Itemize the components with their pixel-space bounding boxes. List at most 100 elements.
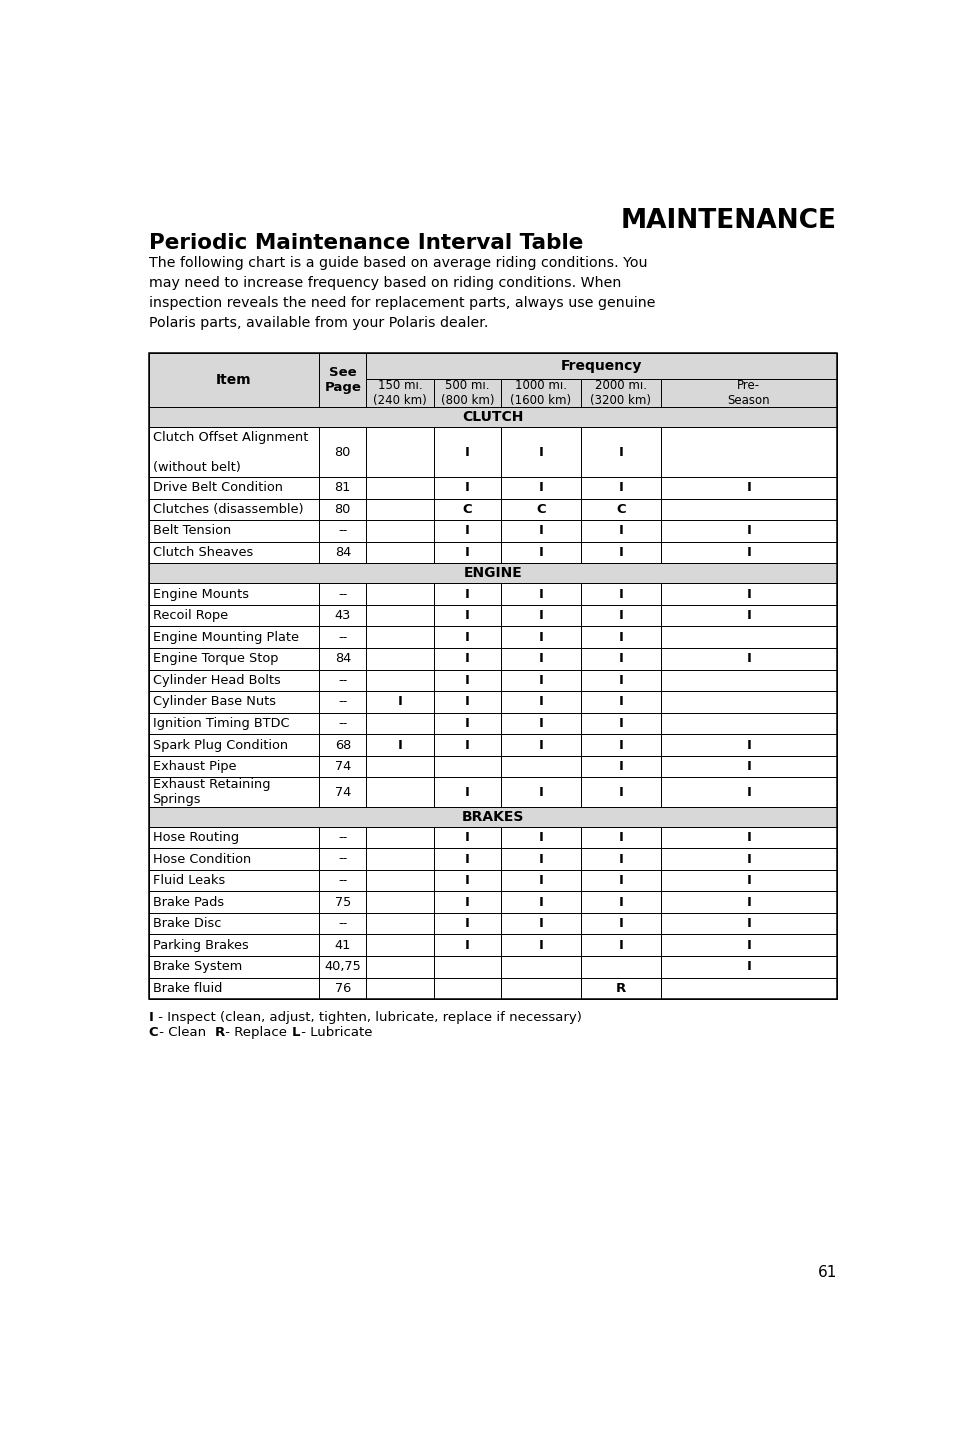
Bar xyxy=(434,778,500,807)
Bar xyxy=(149,807,836,827)
Text: Belt Tension: Belt Tension xyxy=(152,525,231,538)
Bar xyxy=(149,869,319,891)
Bar xyxy=(580,477,660,499)
Text: I: I xyxy=(745,525,750,538)
Bar xyxy=(660,827,836,848)
Bar xyxy=(434,756,500,778)
Text: I: I xyxy=(397,739,402,752)
Text: I: I xyxy=(745,587,750,601)
Bar xyxy=(580,691,660,712)
Text: I: I xyxy=(464,587,469,601)
Bar xyxy=(580,521,660,542)
Text: I: I xyxy=(464,481,469,494)
Text: 41: 41 xyxy=(335,939,351,952)
Bar xyxy=(366,627,434,648)
Text: I: I xyxy=(618,547,622,558)
Bar xyxy=(366,691,434,712)
Text: C: C xyxy=(149,1027,158,1040)
Bar xyxy=(500,712,580,734)
Text: I: I xyxy=(464,673,469,686)
Bar xyxy=(434,499,500,521)
Text: Spark Plug Condition: Spark Plug Condition xyxy=(152,739,288,752)
Bar xyxy=(149,977,319,999)
Text: --: -- xyxy=(337,525,347,538)
Bar xyxy=(580,827,660,848)
Text: I: I xyxy=(745,547,750,558)
Text: I: I xyxy=(618,631,622,644)
Bar xyxy=(319,521,366,542)
Text: --: -- xyxy=(337,830,347,843)
Bar xyxy=(434,977,500,999)
Bar xyxy=(580,778,660,807)
Text: --: -- xyxy=(337,717,347,730)
Text: 75: 75 xyxy=(335,896,351,909)
Text: - Replace: - Replace xyxy=(220,1027,303,1040)
Text: I: I xyxy=(745,874,750,887)
Text: Cylinder Head Bolts: Cylinder Head Bolts xyxy=(152,673,280,686)
Text: I: I xyxy=(618,939,622,952)
Bar xyxy=(500,648,580,670)
Text: 43: 43 xyxy=(335,609,351,622)
Text: Brake Pads: Brake Pads xyxy=(152,896,223,909)
Bar xyxy=(319,499,366,521)
Bar xyxy=(500,670,580,691)
Bar xyxy=(580,869,660,891)
Bar xyxy=(149,407,836,427)
Text: I: I xyxy=(538,917,543,931)
Bar xyxy=(319,778,366,807)
Text: Hose Condition: Hose Condition xyxy=(152,852,251,865)
Bar xyxy=(149,756,319,778)
Bar xyxy=(319,427,366,477)
Text: MAINTENANCE: MAINTENANCE xyxy=(620,208,836,234)
Bar xyxy=(660,756,836,778)
Bar xyxy=(580,957,660,977)
Bar xyxy=(660,913,836,935)
Bar xyxy=(500,869,580,891)
Bar xyxy=(149,670,319,691)
Bar xyxy=(434,827,500,848)
Text: I: I xyxy=(464,609,469,622)
Text: I: I xyxy=(464,695,469,708)
Bar xyxy=(500,499,580,521)
Bar xyxy=(149,891,319,913)
Bar xyxy=(500,542,580,563)
Text: I: I xyxy=(464,525,469,538)
Text: I: I xyxy=(618,673,622,686)
Text: Periodic Maintenance Interval Table: Periodic Maintenance Interval Table xyxy=(149,233,582,253)
Text: I: I xyxy=(618,852,622,865)
Bar xyxy=(149,957,319,977)
Text: Ignition Timing BTDC: Ignition Timing BTDC xyxy=(152,717,289,730)
Bar xyxy=(660,499,836,521)
Text: I: I xyxy=(745,481,750,494)
Bar xyxy=(366,583,434,605)
Text: I: I xyxy=(618,917,622,931)
Bar xyxy=(149,848,319,869)
Bar xyxy=(660,583,836,605)
Text: I: I xyxy=(464,653,469,666)
Bar xyxy=(500,691,580,712)
Bar xyxy=(319,353,366,407)
Text: I: I xyxy=(149,1012,153,1025)
Bar xyxy=(500,957,580,977)
Text: I: I xyxy=(745,609,750,622)
Text: Fluid Leaks: Fluid Leaks xyxy=(152,874,225,887)
Bar xyxy=(500,848,580,869)
Text: Pre-
Season: Pre- Season xyxy=(727,379,769,407)
Bar xyxy=(580,627,660,648)
Bar xyxy=(660,648,836,670)
Bar xyxy=(319,627,366,648)
Bar xyxy=(434,712,500,734)
Text: --: -- xyxy=(337,874,347,887)
Text: 84: 84 xyxy=(335,653,351,666)
Text: 81: 81 xyxy=(335,481,351,494)
Bar xyxy=(500,605,580,627)
Bar xyxy=(434,670,500,691)
Text: I: I xyxy=(745,917,750,931)
Text: I: I xyxy=(618,785,622,798)
Bar xyxy=(366,977,434,999)
Text: I: I xyxy=(618,653,622,666)
Text: I: I xyxy=(618,587,622,601)
Bar xyxy=(149,913,319,935)
Bar xyxy=(319,670,366,691)
Bar xyxy=(434,477,500,499)
